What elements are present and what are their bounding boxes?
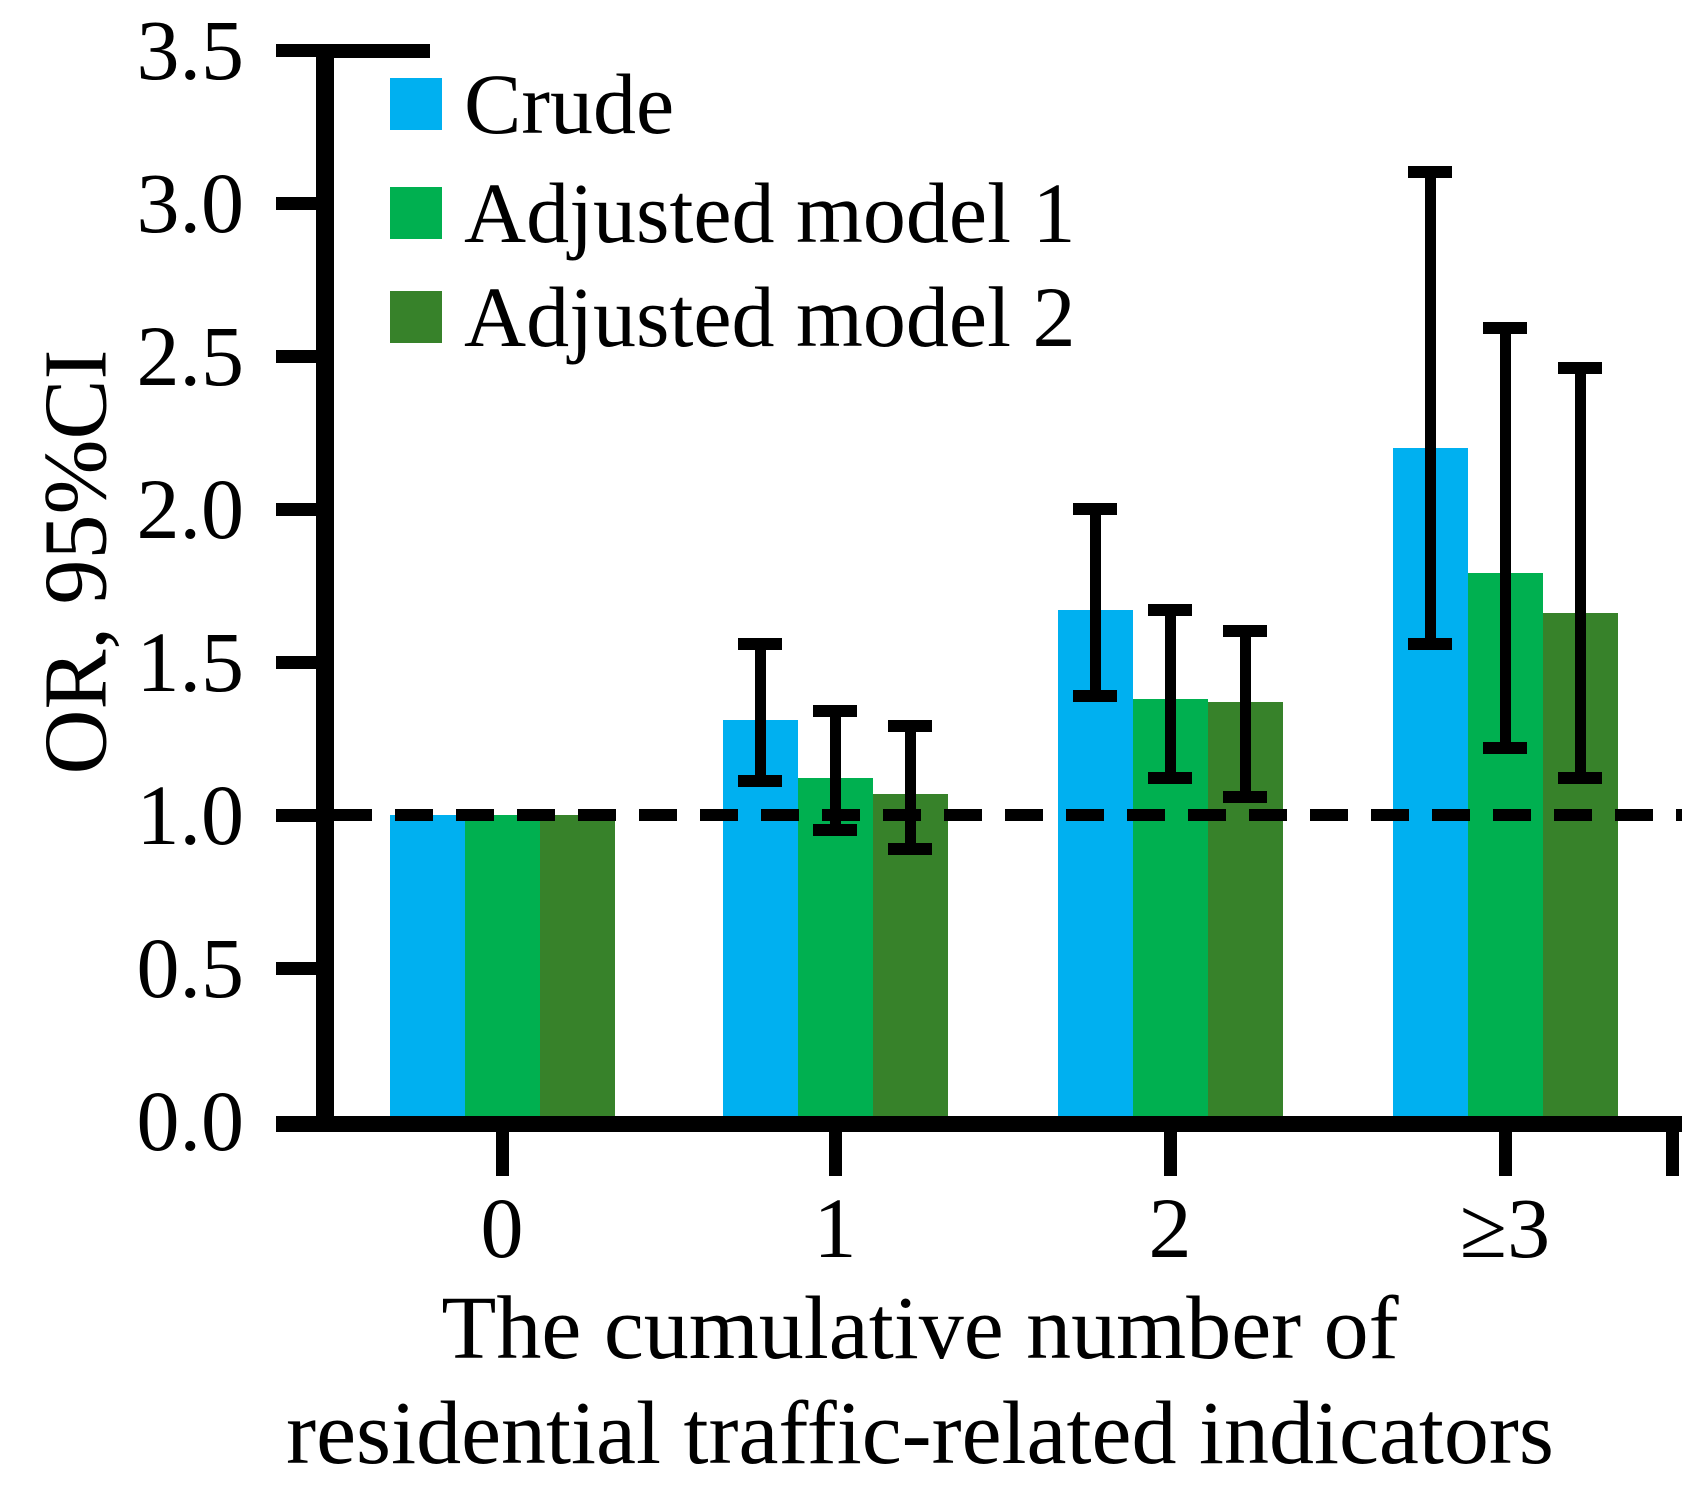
error-bar-cap-bottom: [738, 775, 782, 788]
y-tick-label-0.0: 0.0: [136, 1073, 245, 1169]
error-bar-cap-top: [1223, 625, 1267, 638]
error-bar-line: [904, 726, 916, 849]
x-tick-label-0: 0: [480, 1180, 524, 1276]
error-bar-cap-bottom: [1558, 772, 1602, 785]
error-bar-cap-top: [813, 704, 857, 717]
error-bar-cap-bottom: [1073, 689, 1117, 702]
x-tick-label-1: 1: [813, 1180, 857, 1276]
error-bar-cap-top: [1148, 603, 1192, 616]
error-bar-cap-top: [888, 720, 932, 733]
y-tick-label-1.5: 1.5: [136, 614, 245, 710]
x-axis-title-line-2: residential traffic-related indicators: [286, 1384, 1554, 1483]
bar-series1-cat0: [389, 815, 465, 1121]
x-tick-0: [495, 1132, 509, 1176]
error-bar-line: [829, 710, 841, 831]
error-bar-line: [1499, 328, 1511, 748]
y-tick-1.5: [276, 655, 316, 669]
error-bar-line: [754, 643, 766, 782]
error-bar-cap-top: [1408, 166, 1452, 179]
error-bar-cap-top: [1483, 322, 1527, 335]
error-bar-line: [1164, 609, 1176, 779]
y-tick-3.0: [276, 196, 316, 210]
y-axis-title: OR, 95%CI: [26, 349, 126, 775]
legend-label-2: Adjusted model 1: [464, 165, 1076, 261]
error-bar-cap-top: [738, 637, 782, 650]
error-bar-cap-top: [1558, 362, 1602, 375]
error-bar-cap-bottom: [813, 824, 857, 837]
y-axis-line: [316, 44, 334, 1132]
legend-swatch-2: [390, 187, 442, 239]
x-tick-label-2: 2: [1148, 1180, 1192, 1276]
x-axis-line: [276, 1116, 1682, 1132]
y-tick-1.0: [276, 808, 316, 822]
error-bar-cap-bottom: [1223, 790, 1267, 803]
reference-line-or-1: [334, 809, 1682, 821]
legend-swatch-1: [390, 78, 442, 130]
y-tick-2.0: [276, 502, 316, 516]
legend-label-1: Crude: [464, 56, 675, 152]
y-axis-top-cap: [316, 44, 430, 58]
bar-series2-cat0: [464, 815, 540, 1121]
legend-swatch-3: [390, 291, 442, 343]
error-bar-cap-bottom: [888, 842, 932, 855]
y-tick-label-1.0: 1.0: [136, 767, 245, 863]
x-axis-title: The cumulative number of residential tra…: [20, 1276, 1688, 1486]
error-bar-cap-bottom: [1408, 637, 1452, 650]
x-tick-2: [1163, 1132, 1177, 1176]
y-tick-label-0.5: 0.5: [136, 920, 245, 1016]
x-tick-1: [828, 1132, 842, 1176]
y-tick-label-3.5: 3.5: [136, 2, 245, 98]
y-tick-label-2.0: 2.0: [136, 461, 245, 557]
y-tick-0.5: [276, 961, 316, 975]
y-tick-label-2.5: 2.5: [136, 308, 245, 404]
x-axis-title-line-1: The cumulative number of: [441, 1279, 1399, 1378]
bar-series3-cat0: [539, 815, 615, 1121]
x-tick-4: [1665, 1132, 1679, 1176]
error-bar-line: [1089, 509, 1101, 696]
y-tick-2.5: [276, 349, 316, 363]
error-bar-line: [1574, 368, 1586, 779]
error-bar-cap-bottom: [1483, 741, 1527, 754]
x-tick-label-≥3: ≥3: [1459, 1180, 1551, 1276]
error-bar-cap-bottom: [1148, 772, 1192, 785]
y-tick-3.5: [276, 43, 316, 57]
x-tick-3: [1498, 1132, 1512, 1176]
error-bar-line: [1424, 172, 1436, 644]
y-tick-label-3.0: 3.0: [136, 155, 245, 251]
error-bar-cap-top: [1073, 503, 1117, 515]
error-bar-line: [1239, 631, 1251, 797]
legend-label-3: Adjusted model 2: [464, 269, 1076, 365]
